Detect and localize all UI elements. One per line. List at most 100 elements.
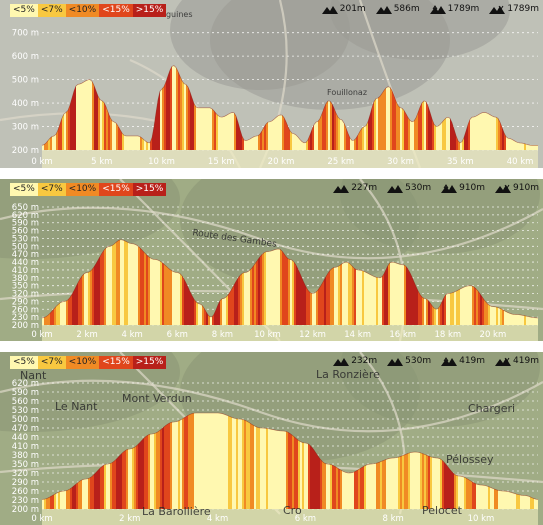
y-tick-label: 470 m <box>12 250 39 260</box>
profile-segment <box>354 469 358 509</box>
y-tick-label: 260 m <box>12 305 39 315</box>
y-tick-label: 620 m <box>12 211 39 221</box>
profile-segment <box>116 453 122 509</box>
map-label-chargeri: Chargeri <box>468 402 516 415</box>
profile-segment <box>504 310 524 325</box>
profile-segment <box>310 129 312 150</box>
profile-segment <box>186 84 188 150</box>
profile-segment <box>402 108 404 150</box>
profile-segment <box>458 475 464 509</box>
profile-segment <box>376 461 380 509</box>
elevation-stats-3: 232m 530m 419m 419m <box>333 356 539 366</box>
profile-segment <box>184 278 194 325</box>
profile-segment <box>222 297 226 325</box>
profile-segment <box>182 417 184 509</box>
legend-item-gt15: >15% <box>132 356 167 369</box>
profile-segment <box>340 119 344 150</box>
profile-segment <box>94 468 100 509</box>
map-label-la-ronziere: La Ronzière <box>316 368 380 381</box>
profile-segment <box>260 254 262 325</box>
y-tick-label: 440 m <box>12 433 39 443</box>
profile-segment <box>524 143 526 150</box>
profile-segment <box>504 132 506 150</box>
profile-segment <box>236 116 242 150</box>
legend-item-lt5: <5% <box>10 183 38 196</box>
legend-item-lt15: <15% <box>99 183 133 196</box>
elevation-stats-1: 201m 586m 1789m 1789m <box>321 4 539 14</box>
profile-segment <box>488 304 490 325</box>
mountain-icon <box>333 357 350 366</box>
profile-segment <box>312 124 314 150</box>
profile-segment <box>256 259 258 325</box>
profile-segment <box>356 269 362 325</box>
profile-segment <box>456 289 460 325</box>
profile-segment <box>436 122 442 150</box>
profile-segment <box>384 265 388 325</box>
x-tick-label: 40 km <box>507 157 534 167</box>
profile-segment <box>76 482 78 509</box>
x-tick-label: 30 km <box>387 157 414 167</box>
profile-segment <box>68 105 70 150</box>
profile-segment <box>196 107 212 150</box>
profile-segment <box>266 248 280 325</box>
profile-segment <box>294 436 298 509</box>
profile-segment <box>350 137 354 150</box>
profile-segment <box>436 308 438 325</box>
y-tick-label: 320 m <box>12 290 39 300</box>
profile-segment <box>52 134 56 150</box>
profile-segment <box>390 262 404 325</box>
y-tick-label: 320 m <box>12 469 39 479</box>
slope-legend-3: <5% <7% <10% <15% >15% <box>10 356 167 369</box>
profile-segment <box>172 421 178 509</box>
profile-segment <box>282 115 284 150</box>
profile-segment <box>368 107 372 150</box>
x-tick-label: 4 km <box>207 514 228 524</box>
legend-item-lt7: <7% <box>37 356 66 369</box>
profile-segment <box>116 239 120 325</box>
profile-segment <box>366 463 376 509</box>
profile-segment <box>472 481 476 509</box>
profile-segment <box>410 452 420 509</box>
profile-segment <box>150 257 160 325</box>
profile-segment <box>484 299 488 325</box>
profile-segment <box>56 303 60 325</box>
profile-segment <box>330 464 332 509</box>
profile-segment <box>84 272 88 325</box>
y-tick-label: 350 m <box>12 460 39 470</box>
profile-segment <box>482 296 484 325</box>
profile-segment <box>438 305 440 325</box>
descent-icon <box>495 184 512 193</box>
ascent-icon <box>441 356 458 366</box>
profile-segment <box>156 430 160 509</box>
profile-segment <box>466 478 472 509</box>
profile-segment <box>72 484 76 509</box>
profile-segment <box>180 76 182 150</box>
profile-segment <box>228 285 234 325</box>
profile-segment <box>360 466 364 509</box>
profile-segment <box>90 269 92 325</box>
profile-segment <box>66 110 68 150</box>
x-tick-label: 15 km <box>208 157 235 167</box>
profile-segment <box>420 452 422 509</box>
legend-item-lt7: <7% <box>37 4 66 17</box>
stat-max-altitude: 586m <box>375 4 420 14</box>
profile-segment <box>400 107 402 150</box>
profile-segment <box>476 483 488 509</box>
profile-segment <box>392 90 396 150</box>
profile-segment <box>46 496 50 509</box>
x-tick-label: 2 km <box>119 514 140 524</box>
profile-segment <box>306 286 310 325</box>
profile-segment <box>338 265 340 325</box>
legend-item-lt5: <5% <box>10 356 38 369</box>
profile-segment <box>252 265 254 325</box>
profile-segment <box>120 239 124 325</box>
profile-segment <box>460 285 472 325</box>
profile-segment <box>496 307 498 325</box>
profile-segment <box>366 121 368 150</box>
profile-segment <box>44 313 50 325</box>
profile-segment <box>326 100 328 150</box>
profile-segment <box>182 275 184 325</box>
profile-segment <box>362 270 364 325</box>
profile-segment <box>292 260 294 325</box>
profile-segment <box>358 468 360 509</box>
